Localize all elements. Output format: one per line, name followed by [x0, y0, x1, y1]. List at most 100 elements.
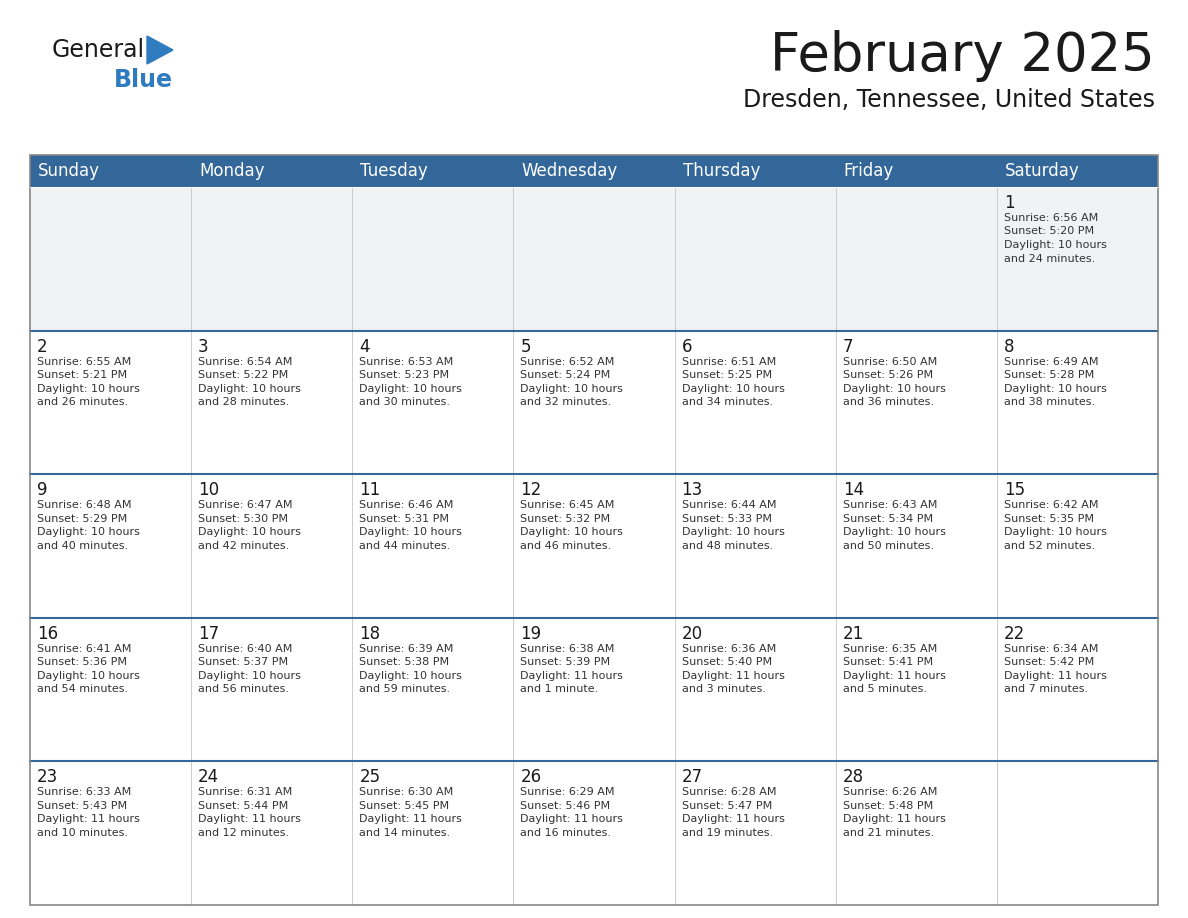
Text: Sunset: 5:38 PM: Sunset: 5:38 PM — [359, 657, 449, 667]
Text: Sunrise: 6:44 AM: Sunrise: 6:44 AM — [682, 500, 776, 510]
Text: Sunset: 5:34 PM: Sunset: 5:34 PM — [842, 514, 933, 523]
Text: Sunrise: 6:45 AM: Sunrise: 6:45 AM — [520, 500, 615, 510]
Bar — [191, 475, 353, 618]
Text: Daylight: 11 hours: Daylight: 11 hours — [842, 671, 946, 681]
Text: Daylight: 11 hours: Daylight: 11 hours — [520, 814, 624, 824]
Text: and 50 minutes.: and 50 minutes. — [842, 541, 934, 551]
Text: 23: 23 — [37, 768, 58, 787]
Text: Saturday: Saturday — [1005, 162, 1080, 180]
Text: Daylight: 10 hours: Daylight: 10 hours — [520, 384, 624, 394]
Text: and 52 minutes.: and 52 minutes. — [1004, 541, 1095, 551]
Text: 3: 3 — [198, 338, 209, 355]
Bar — [191, 761, 353, 905]
Bar — [513, 761, 675, 905]
Text: Daylight: 11 hours: Daylight: 11 hours — [682, 671, 784, 681]
Text: and 54 minutes.: and 54 minutes. — [37, 684, 128, 694]
Text: Sunset: 5:40 PM: Sunset: 5:40 PM — [682, 657, 772, 667]
Bar — [353, 618, 513, 761]
Text: and 46 minutes.: and 46 minutes. — [520, 541, 612, 551]
Text: Tuesday: Tuesday — [360, 162, 428, 180]
Text: Sunset: 5:30 PM: Sunset: 5:30 PM — [198, 514, 289, 523]
Text: Daylight: 11 hours: Daylight: 11 hours — [198, 814, 301, 824]
Text: Sunset: 5:46 PM: Sunset: 5:46 PM — [520, 800, 611, 811]
Text: and 24 minutes.: and 24 minutes. — [1004, 253, 1095, 263]
Text: and 19 minutes.: and 19 minutes. — [682, 828, 772, 838]
Text: Daylight: 10 hours: Daylight: 10 hours — [842, 527, 946, 537]
Text: Sunset: 5:22 PM: Sunset: 5:22 PM — [198, 370, 289, 380]
Bar — [30, 155, 1158, 187]
Text: Sunrise: 6:41 AM: Sunrise: 6:41 AM — [37, 644, 132, 654]
Bar — [997, 475, 1158, 618]
Text: and 26 minutes.: and 26 minutes. — [37, 397, 128, 407]
Text: Daylight: 11 hours: Daylight: 11 hours — [520, 671, 624, 681]
Polygon shape — [147, 36, 173, 64]
Bar — [675, 618, 835, 761]
Text: Sunrise: 6:43 AM: Sunrise: 6:43 AM — [842, 500, 937, 510]
Text: Daylight: 10 hours: Daylight: 10 hours — [198, 527, 301, 537]
Text: 9: 9 — [37, 481, 48, 499]
Text: and 12 minutes.: and 12 minutes. — [198, 828, 289, 838]
Text: Sunrise: 6:29 AM: Sunrise: 6:29 AM — [520, 788, 615, 798]
Text: Blue: Blue — [114, 68, 173, 92]
Bar — [191, 330, 353, 475]
Bar — [353, 761, 513, 905]
Text: and 10 minutes.: and 10 minutes. — [37, 828, 128, 838]
Text: 8: 8 — [1004, 338, 1015, 355]
Text: Sunset: 5:39 PM: Sunset: 5:39 PM — [520, 657, 611, 667]
Text: Daylight: 10 hours: Daylight: 10 hours — [682, 527, 784, 537]
Text: 6: 6 — [682, 338, 693, 355]
Text: Daylight: 10 hours: Daylight: 10 hours — [1004, 384, 1107, 394]
Text: 12: 12 — [520, 481, 542, 499]
Bar — [353, 475, 513, 618]
Bar — [513, 187, 675, 330]
Bar — [835, 618, 997, 761]
Text: 22: 22 — [1004, 625, 1025, 643]
Text: and 3 minutes.: and 3 minutes. — [682, 684, 765, 694]
Bar — [835, 475, 997, 618]
Text: Monday: Monday — [200, 162, 265, 180]
Text: Sunset: 5:37 PM: Sunset: 5:37 PM — [198, 657, 289, 667]
Text: and 30 minutes.: and 30 minutes. — [359, 397, 450, 407]
Bar — [30, 475, 191, 618]
Bar — [353, 330, 513, 475]
Text: Daylight: 10 hours: Daylight: 10 hours — [842, 384, 946, 394]
Text: Sunrise: 6:35 AM: Sunrise: 6:35 AM — [842, 644, 937, 654]
Text: Sunrise: 6:54 AM: Sunrise: 6:54 AM — [198, 356, 292, 366]
Bar — [30, 618, 191, 761]
Text: Daylight: 10 hours: Daylight: 10 hours — [37, 527, 140, 537]
Text: Sunrise: 6:28 AM: Sunrise: 6:28 AM — [682, 788, 776, 798]
Text: Daylight: 10 hours: Daylight: 10 hours — [198, 671, 301, 681]
Text: Sunset: 5:43 PM: Sunset: 5:43 PM — [37, 800, 127, 811]
Text: 15: 15 — [1004, 481, 1025, 499]
Text: Sunset: 5:48 PM: Sunset: 5:48 PM — [842, 800, 933, 811]
Text: Sunset: 5:47 PM: Sunset: 5:47 PM — [682, 800, 772, 811]
Text: Sunrise: 6:39 AM: Sunrise: 6:39 AM — [359, 644, 454, 654]
Bar — [30, 155, 1158, 905]
Text: and 21 minutes.: and 21 minutes. — [842, 828, 934, 838]
Text: Sunrise: 6:49 AM: Sunrise: 6:49 AM — [1004, 356, 1099, 366]
Bar — [835, 330, 997, 475]
Text: and 48 minutes.: and 48 minutes. — [682, 541, 773, 551]
Bar — [835, 761, 997, 905]
Text: Sunrise: 6:52 AM: Sunrise: 6:52 AM — [520, 356, 615, 366]
Text: Daylight: 10 hours: Daylight: 10 hours — [682, 384, 784, 394]
Text: Daylight: 11 hours: Daylight: 11 hours — [1004, 671, 1107, 681]
Text: Sunrise: 6:42 AM: Sunrise: 6:42 AM — [1004, 500, 1099, 510]
Text: and 36 minutes.: and 36 minutes. — [842, 397, 934, 407]
Text: 11: 11 — [359, 481, 380, 499]
Bar — [997, 187, 1158, 330]
Text: Sunset: 5:42 PM: Sunset: 5:42 PM — [1004, 657, 1094, 667]
Text: Daylight: 10 hours: Daylight: 10 hours — [37, 384, 140, 394]
Text: Sunset: 5:28 PM: Sunset: 5:28 PM — [1004, 370, 1094, 380]
Text: Sunrise: 6:47 AM: Sunrise: 6:47 AM — [198, 500, 292, 510]
Text: Dresden, Tennessee, United States: Dresden, Tennessee, United States — [742, 88, 1155, 112]
Text: Daylight: 10 hours: Daylight: 10 hours — [198, 384, 301, 394]
Text: Sunset: 5:23 PM: Sunset: 5:23 PM — [359, 370, 449, 380]
Text: and 40 minutes.: and 40 minutes. — [37, 541, 128, 551]
Text: Sunset: 5:35 PM: Sunset: 5:35 PM — [1004, 514, 1094, 523]
Text: Sunrise: 6:33 AM: Sunrise: 6:33 AM — [37, 788, 131, 798]
Text: 2: 2 — [37, 338, 48, 355]
Bar — [30, 330, 191, 475]
Text: Sunset: 5:20 PM: Sunset: 5:20 PM — [1004, 227, 1094, 237]
Text: Sunset: 5:45 PM: Sunset: 5:45 PM — [359, 800, 449, 811]
